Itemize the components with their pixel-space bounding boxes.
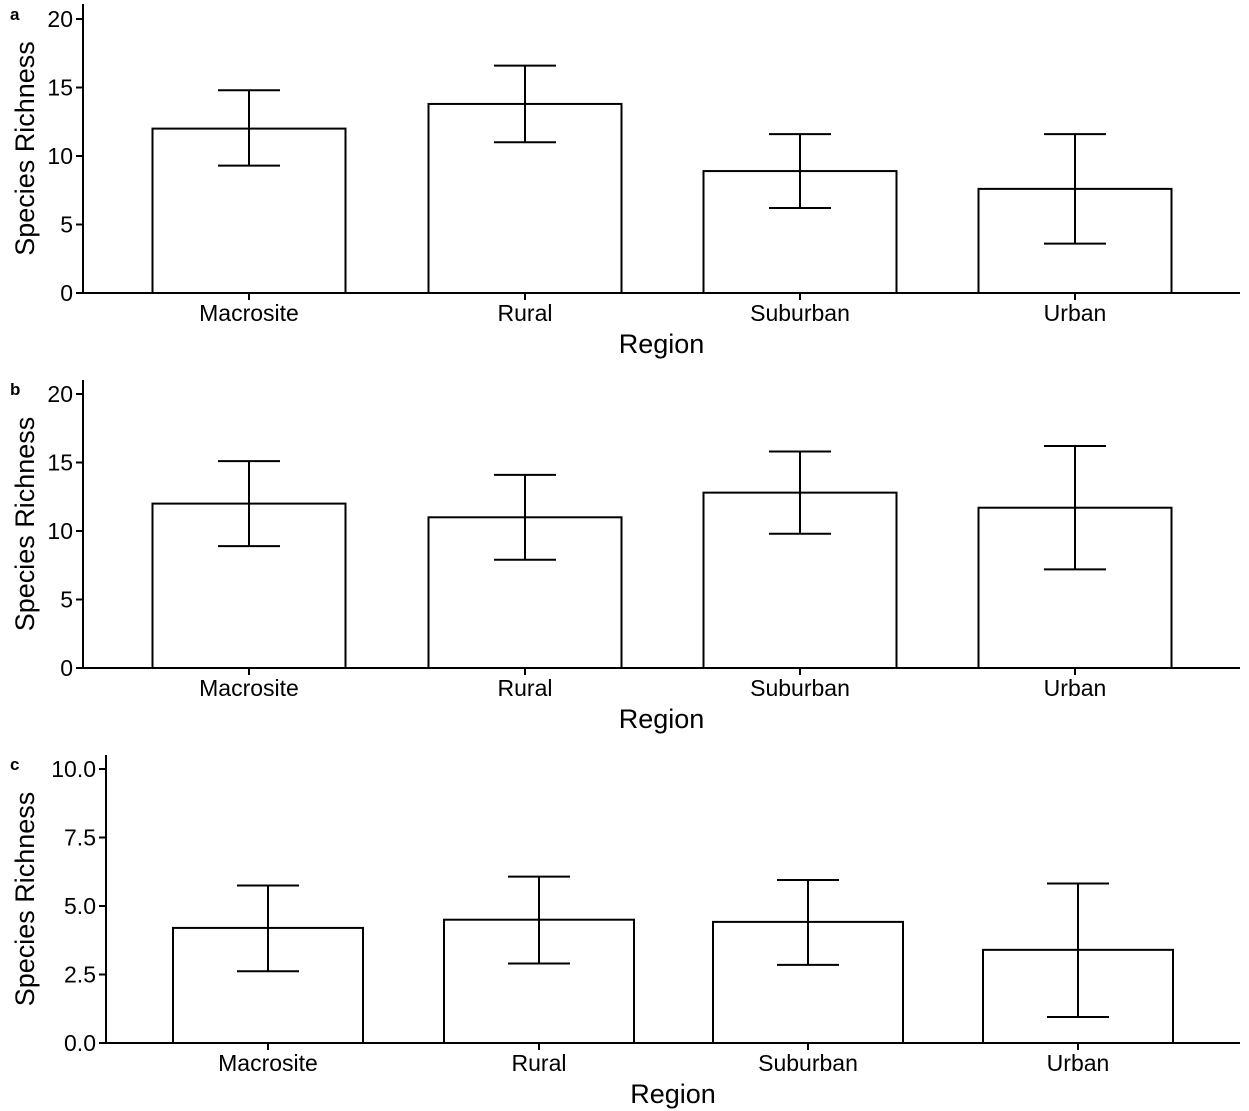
panel-c-x-tick-label-urban: Urban xyxy=(1047,1050,1110,1076)
panel-c-x-axis-title: Region xyxy=(630,1079,716,1109)
panel-b-x-tick-label-macrosite: Macrosite xyxy=(199,675,299,701)
panel-c-x-tick-label-rural: Rural xyxy=(512,1050,567,1076)
panel-a-y-tick-label: 0 xyxy=(60,280,73,306)
panel-a-y-tick-label: 5 xyxy=(60,212,73,238)
panel-c-letter: c xyxy=(10,755,19,774)
panel-a-x-tick-label-macrosite: Macrosite xyxy=(199,300,299,326)
panel-a-x-tick-label-urban: Urban xyxy=(1044,300,1107,326)
panel-a-x-tick-label-rural: Rural xyxy=(498,300,553,326)
panel-a-x-axis-title: Region xyxy=(619,329,705,359)
panel-c-y-tick-label: 2.5 xyxy=(64,962,96,988)
panel-a-y-axis-title: Species Richness xyxy=(10,41,40,256)
panel-b-y-tick-label: 20 xyxy=(47,381,73,407)
panel-b-x-tick-label-suburban: Suburban xyxy=(750,675,850,701)
panel-a-y-tick-label: 20 xyxy=(47,6,73,32)
panel-a-x-tick-label-suburban: Suburban xyxy=(750,300,850,326)
panel-c-y-tick-label: 5.0 xyxy=(64,893,96,919)
panel-b-x-tick-label-rural: Rural xyxy=(498,675,553,701)
panel-a-letter: a xyxy=(10,5,20,24)
panel-b-y-axis-title: Species Richness xyxy=(10,417,40,632)
panel-c-y-tick-label: 7.5 xyxy=(64,825,96,851)
panel-b-x-axis-title: Region xyxy=(619,704,705,734)
panel-b-y-tick-label: 15 xyxy=(47,450,73,476)
panel-c-x-tick-label-suburban: Suburban xyxy=(758,1050,858,1076)
panel-b-y-tick-label: 10 xyxy=(47,518,73,544)
panel-b-letter: b xyxy=(10,380,20,399)
panel-c-y-tick-label: 10.0 xyxy=(51,756,96,782)
panel-a-y-tick-label: 10 xyxy=(47,143,73,169)
panel-b-y-tick-label: 0 xyxy=(60,655,73,681)
panel-b-x-tick-label-urban: Urban xyxy=(1044,675,1107,701)
panel-a-y-tick-label: 15 xyxy=(47,75,73,101)
panel-c-x-tick-label-macrosite: Macrosite xyxy=(218,1050,318,1076)
panel-c-y-tick-label: 0.0 xyxy=(64,1030,96,1056)
panel-c-y-axis-title: Species Richness xyxy=(10,792,40,1007)
panel-b-y-tick-label: 5 xyxy=(60,587,73,613)
